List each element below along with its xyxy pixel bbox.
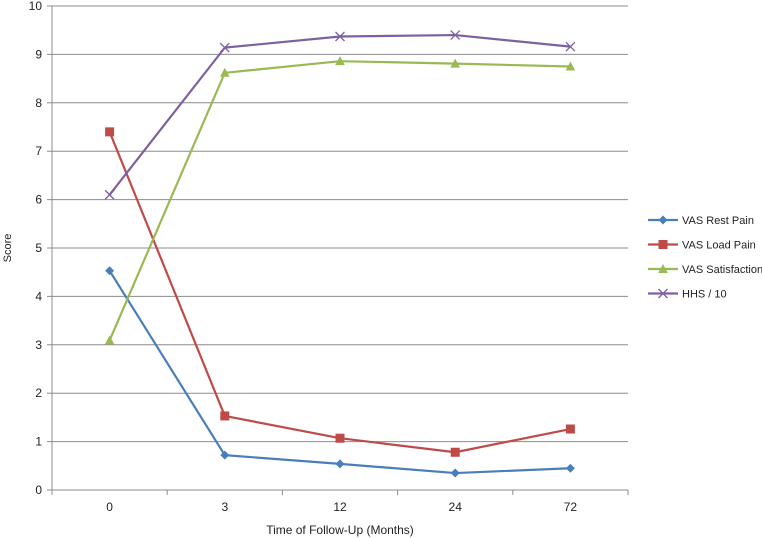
data-point-vas-rest-pain: [105, 266, 115, 276]
data-point-vas-satisfaction: [450, 58, 460, 68]
legend-item-hhs-10: HHS / 10: [648, 289, 727, 301]
y-tick-label: 4: [35, 289, 42, 303]
legend-label: VAS Rest Pain: [682, 215, 754, 227]
legend-item-vas-rest-pain: VAS Rest Pain: [648, 215, 754, 227]
legend-label: HHS / 10: [682, 289, 727, 301]
x-tick-label: 72: [564, 500, 578, 514]
data-point-vas-satisfaction: [565, 61, 576, 71]
y-tick-label: 9: [35, 47, 42, 61]
y-tick-label: 10: [29, 0, 43, 13]
data-point-vas-load-pain: [335, 433, 345, 443]
data-point-vas-rest-pain: [565, 463, 575, 473]
y-tick-label: 6: [35, 193, 42, 207]
y-tick-label: 1: [35, 435, 42, 449]
legend-swatch-marker: [658, 288, 668, 299]
legend-item-vas-satisfaction: VAS Satisfaction: [648, 264, 762, 276]
legend-swatch-marker: [658, 240, 668, 249]
data-point-hhs-10: [335, 31, 345, 42]
y-tick-label: 2: [35, 386, 42, 400]
data-point-vas-satisfaction: [220, 67, 230, 77]
x-tick-label: 3: [221, 500, 228, 514]
legend-swatch-marker: [658, 215, 668, 225]
legend-swatch-marker: [658, 264, 668, 273]
y-tick-label: 8: [35, 96, 42, 110]
series-vas-load-pain: [105, 127, 575, 457]
y-tick-label: 3: [35, 338, 42, 352]
data-point-vas-satisfaction: [104, 335, 115, 345]
x-tick-label: 0: [106, 500, 113, 514]
legend-label: VAS Load Pain: [682, 240, 756, 252]
series-vas-rest-pain: [105, 266, 575, 478]
data-point-vas-load-pain: [565, 424, 575, 434]
data-point-vas-load-pain: [450, 447, 460, 457]
data-point-vas-rest-pain: [220, 450, 230, 460]
y-tick-label: 7: [35, 144, 42, 158]
gridlines: [51, 5, 628, 491]
x-tick-label: 12: [333, 500, 347, 514]
data-point-hhs-10: [219, 42, 230, 53]
y-tick-label: 0: [35, 483, 42, 497]
y-axis-ticks: 0 1 2 3 4 5 6 7 8 9 10: [29, 0, 52, 497]
series-group: [104, 30, 576, 478]
data-point-vas-load-pain: [220, 411, 230, 421]
legend-label: VAS Satisfaction: [682, 264, 762, 276]
data-point-vas-satisfaction: [335, 56, 345, 66]
data-point-vas-rest-pain: [335, 459, 345, 469]
series-hhs-10: [104, 30, 576, 200]
x-tick-label: 24: [449, 500, 463, 514]
x-axis-ticks: 0 3 12 24 72: [51, 490, 629, 514]
legend-item-vas-load-pain: VAS Load Pain: [648, 240, 756, 252]
y-axis-title: Score: [2, 234, 14, 263]
data-point-hhs-10: [450, 30, 461, 40]
y-tick-label: 5: [35, 241, 42, 255]
series-vas-satisfaction: [104, 56, 576, 345]
data-point-vas-rest-pain: [450, 468, 460, 478]
data-point-hhs-10: [565, 41, 576, 52]
x-axis-title: Time of Follow-Up (Months): [266, 523, 414, 537]
data-point-vas-load-pain: [105, 127, 115, 137]
legend: VAS Rest Pain VAS Load Pain VAS Satisfacti…: [648, 215, 762, 301]
data-point-hhs-10: [104, 189, 115, 200]
